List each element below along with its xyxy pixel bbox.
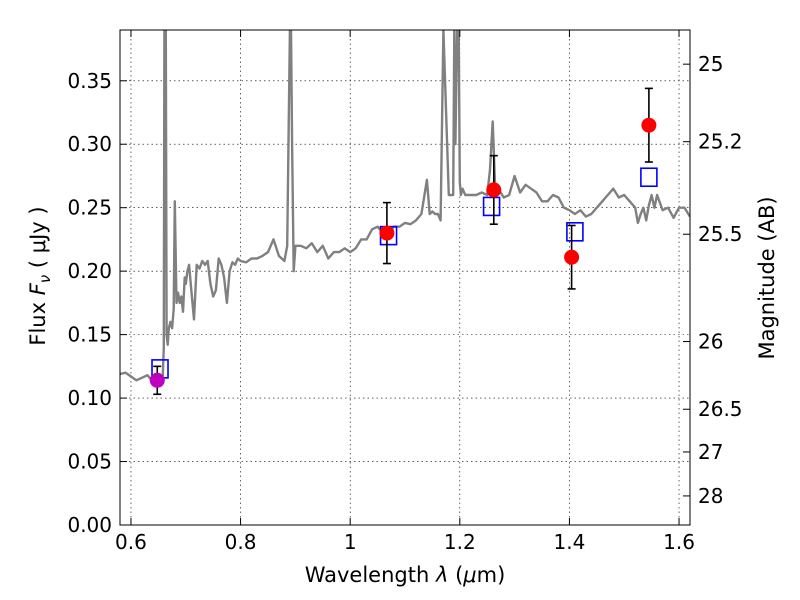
x-axis-label: Wavelength λ (μm)	[305, 563, 506, 587]
magnitude-tick-label: 26.5	[698, 397, 743, 421]
points-layer	[149, 87, 658, 396]
magnitude-tick-label: 25.2	[698, 130, 743, 154]
y-tick-label: 0.15	[67, 323, 112, 347]
x-tick-label: 1.2	[444, 530, 476, 554]
observed-point-marker	[379, 225, 395, 241]
magnitude-tick-label: 25	[698, 52, 723, 76]
y-axis-label: Flux Fν ( μJy )	[26, 206, 54, 345]
magnitude-tick-label: 26	[698, 330, 723, 354]
y-tick-label: 0.35	[67, 69, 112, 93]
plot-frame	[119, 29, 691, 526]
y-tick-label: 0.10	[67, 386, 112, 410]
x-tick-label: 1.4	[554, 530, 586, 554]
observed-point-marker	[564, 249, 580, 265]
magnitude-tick-label: 27	[698, 440, 723, 464]
y-tick-label: 0.30	[67, 132, 112, 156]
observed-point-marker	[486, 182, 502, 198]
y-tick-label: 0.20	[67, 259, 112, 283]
x-tick-label: 0.8	[225, 530, 257, 554]
x-tick-label: 0.6	[115, 530, 147, 554]
x-tick-label: 1.6	[663, 530, 695, 554]
y-tick-label: 0.05	[67, 450, 112, 474]
model-square-marker	[482, 196, 501, 217]
x-tick-label: 1	[344, 530, 357, 554]
magnitude-tick-label: 28	[698, 484, 723, 508]
magnitude-tick-label: 25.5	[698, 222, 743, 246]
model-square-marker	[640, 167, 658, 188]
y-axis: 0.00 0.05 0.10 0.15 0.20 0.25 0.30 0.35	[67, 69, 127, 537]
observed-point-marker	[641, 117, 657, 133]
grid-lines	[120, 30, 690, 526]
y-tick-label: 0.25	[67, 196, 112, 220]
observed-point-marker	[149, 372, 165, 388]
spectrum-line	[120, 30, 690, 383]
magnitude-axis: 25 25.2 25.5 26 26.5 27 28	[683, 52, 743, 508]
model-square-marker	[566, 222, 584, 242]
spectrum-layer	[120, 30, 690, 383]
y-tick-label: 0.00	[67, 513, 112, 537]
magnitude-axis-label: Magnitude (AB)	[755, 196, 779, 359]
x-axis: 0.6 0.8 1 1.2 1.4 1.6	[115, 30, 695, 554]
